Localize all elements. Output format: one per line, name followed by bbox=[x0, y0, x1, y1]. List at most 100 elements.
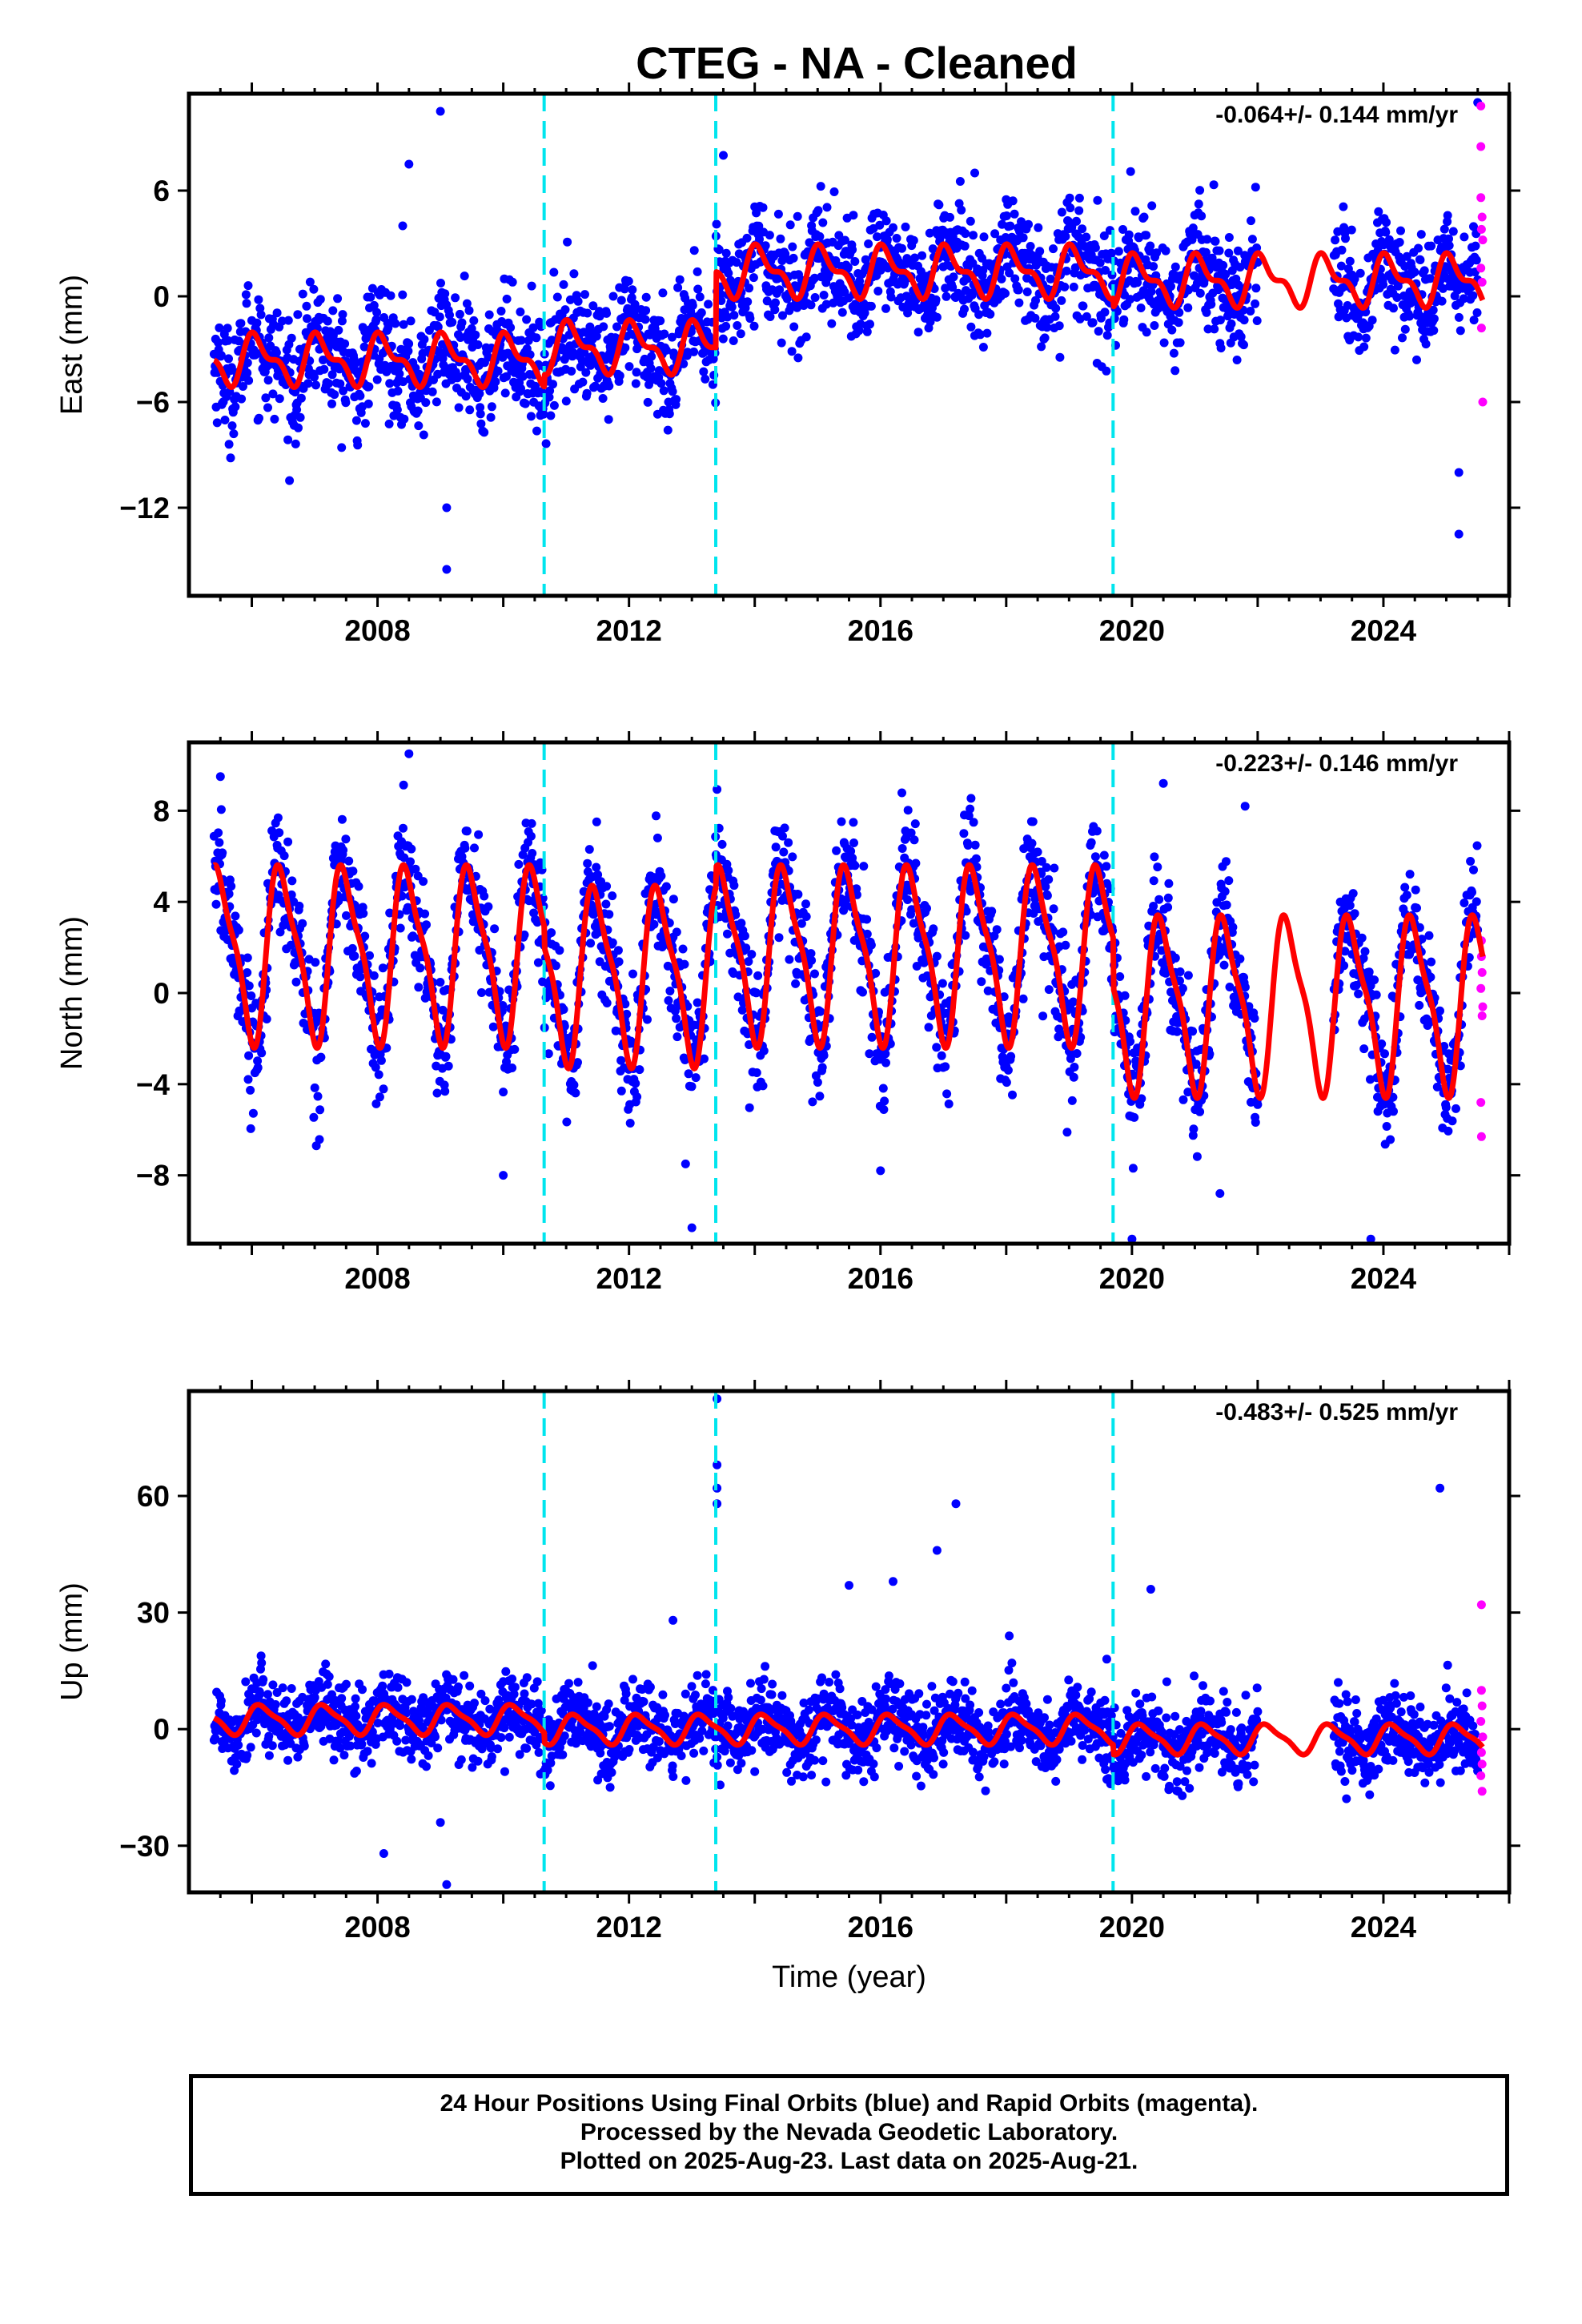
data-point bbox=[502, 372, 511, 381]
data-point bbox=[604, 910, 614, 919]
data-point bbox=[1163, 903, 1173, 912]
data-point bbox=[371, 1099, 381, 1108]
data-point bbox=[1400, 883, 1410, 892]
data-point bbox=[922, 903, 931, 913]
data-point bbox=[1062, 1128, 1072, 1137]
data-point bbox=[525, 350, 535, 360]
data-point bbox=[793, 353, 803, 363]
data-point bbox=[1381, 227, 1391, 237]
rapid-orbit-points bbox=[1476, 936, 1488, 1141]
data-point bbox=[584, 845, 594, 854]
data-point bbox=[1379, 279, 1388, 289]
data-point bbox=[246, 1085, 255, 1095]
data-point bbox=[569, 1080, 579, 1090]
data-point bbox=[1202, 308, 1211, 317]
data-point bbox=[433, 322, 443, 332]
data-point bbox=[770, 305, 780, 315]
data-point bbox=[810, 293, 820, 302]
data-point bbox=[365, 951, 374, 960]
data-point bbox=[397, 891, 407, 901]
data-point bbox=[586, 939, 596, 948]
data-point bbox=[561, 396, 571, 406]
data-point bbox=[510, 1044, 520, 1054]
data-point bbox=[1219, 260, 1228, 270]
data-point bbox=[641, 292, 651, 302]
data-point bbox=[1472, 308, 1482, 317]
data-point bbox=[298, 919, 307, 928]
data-point bbox=[1086, 838, 1096, 847]
data-point bbox=[1183, 971, 1193, 980]
data-point bbox=[369, 971, 379, 980]
data-point bbox=[1112, 307, 1122, 316]
data-point bbox=[624, 276, 633, 286]
data-point bbox=[855, 276, 865, 286]
data-point bbox=[1469, 316, 1479, 325]
data-point bbox=[1347, 225, 1356, 235]
data-point bbox=[1395, 238, 1404, 247]
data-point bbox=[1035, 247, 1045, 256]
data-point bbox=[327, 399, 336, 408]
data-point bbox=[1337, 245, 1347, 255]
data-point bbox=[1367, 316, 1377, 325]
data-point bbox=[1170, 366, 1180, 376]
data-point bbox=[1074, 193, 1084, 203]
data-point bbox=[518, 372, 528, 381]
data-point bbox=[1167, 325, 1177, 335]
data-point bbox=[1247, 235, 1257, 244]
data-point bbox=[1114, 247, 1123, 256]
data-point bbox=[1150, 852, 1159, 862]
rapid-point bbox=[1476, 224, 1486, 234]
data-point bbox=[602, 882, 612, 891]
data-point bbox=[1222, 857, 1231, 866]
y-tick-label: 4 bbox=[153, 886, 170, 919]
outlier-point bbox=[1240, 802, 1250, 811]
data-point bbox=[704, 300, 713, 309]
data-point bbox=[917, 251, 927, 260]
data-point bbox=[779, 847, 789, 857]
data-point bbox=[850, 257, 860, 266]
data-point bbox=[616, 296, 626, 305]
data-point bbox=[1203, 324, 1213, 334]
data-point bbox=[488, 1022, 498, 1031]
rapid-point bbox=[1476, 263, 1486, 273]
data-point bbox=[224, 889, 234, 899]
data-point bbox=[1398, 333, 1407, 343]
data-point bbox=[787, 347, 797, 356]
data-point bbox=[1460, 899, 1469, 907]
data-point bbox=[1092, 826, 1102, 836]
data-point bbox=[559, 279, 568, 289]
rapid-point bbox=[1476, 142, 1486, 151]
data-point bbox=[1088, 318, 1098, 328]
data-point bbox=[422, 920, 431, 930]
data-point bbox=[333, 294, 343, 304]
data-point bbox=[1419, 266, 1429, 275]
rapid-point bbox=[1478, 397, 1488, 407]
data-point bbox=[1100, 308, 1110, 317]
data-point bbox=[1072, 216, 1081, 226]
data-point bbox=[819, 291, 829, 300]
data-point bbox=[419, 877, 428, 887]
data-point bbox=[273, 813, 283, 822]
data-point bbox=[663, 425, 673, 435]
data-point bbox=[1049, 244, 1058, 254]
data-point bbox=[831, 256, 841, 265]
data-point bbox=[275, 828, 284, 838]
data-point bbox=[1033, 847, 1042, 857]
x-tick-label: 2012 bbox=[596, 1262, 662, 1295]
data-point bbox=[816, 253, 825, 263]
data-point bbox=[1006, 1051, 1016, 1061]
data-point bbox=[781, 249, 790, 259]
data-point bbox=[395, 369, 404, 379]
data-point bbox=[1345, 256, 1355, 266]
data-point bbox=[1082, 232, 1091, 242]
data-point bbox=[253, 1056, 263, 1066]
data-point bbox=[520, 399, 530, 408]
data-point bbox=[476, 419, 486, 428]
data-point bbox=[407, 844, 416, 854]
data-point bbox=[1468, 887, 1476, 897]
data-point bbox=[252, 318, 262, 328]
data-point bbox=[765, 231, 774, 240]
data-point bbox=[1348, 889, 1358, 899]
data-point bbox=[1078, 301, 1088, 311]
data-point bbox=[1336, 261, 1346, 271]
